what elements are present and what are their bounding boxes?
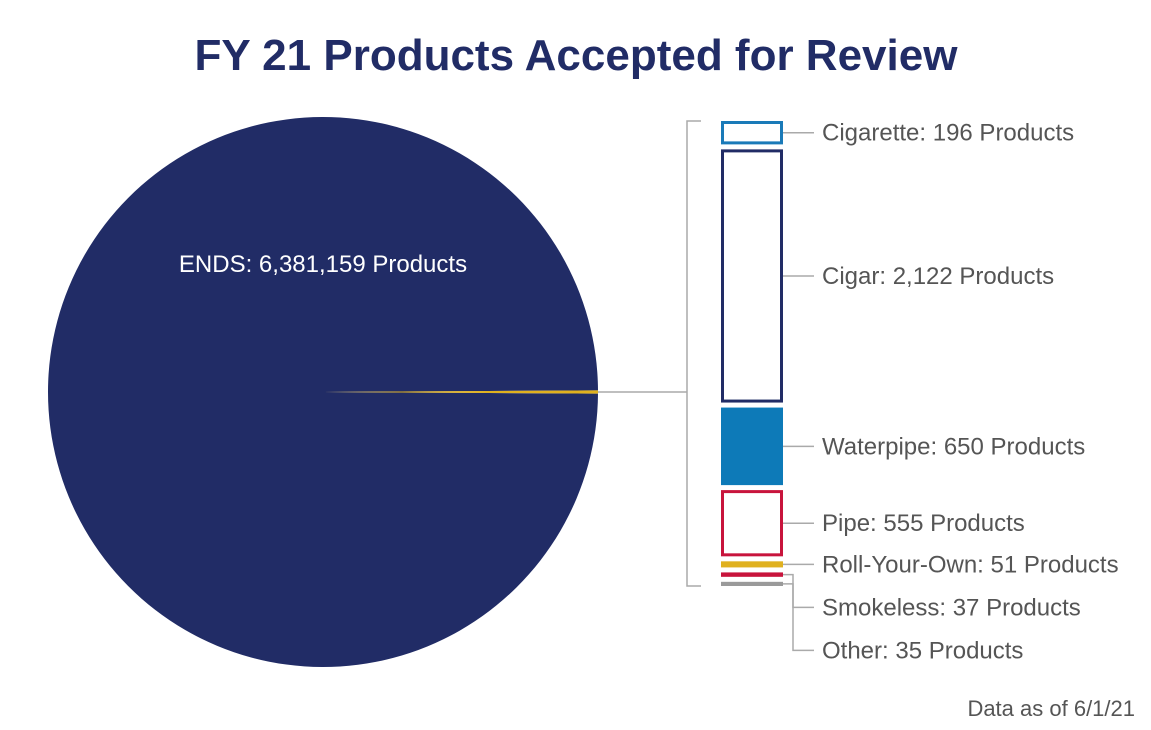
stack-segment-pipe [721,490,783,557]
breakdown-label-waterpipe: Waterpipe: 650 Products [822,433,1085,460]
leader-line-smokeless [783,573,814,609]
data-date-note: Data as of 6/1/21 [967,696,1135,721]
leader-line-other [783,583,814,652]
breakdown-label-cigarette: Cigarette: 196 Products [822,120,1074,147]
breakdown-stack [721,121,783,586]
breakdown-label-other: Other: 35 Products [822,637,1023,664]
stack-segment-other [721,581,783,586]
pie-chart: ENDS: 6,381,159 Products [47,116,598,668]
breakdown-label-cigar: Cigar: 2,122 Products [822,263,1054,290]
connector-lines [598,120,814,652]
stack-segment-smokeless [721,572,783,577]
stack-segment-cigar [721,149,783,403]
breakdown-labels: Cigarette: 196 Products Cigar: 2,122 Prod… [822,120,1119,665]
pie-slice-other-products [323,390,598,394]
stack-segment-roll-your-own [721,561,783,568]
stack-segment-waterpipe [721,407,783,486]
stack-bracket [686,120,701,587]
pie-label-ends: ENDS: 6,381,159 Products [179,251,467,278]
breakdown-label-roll-your-own: Roll-Your-Own: 51 Products [822,551,1119,578]
pie-slice-ends [47,116,598,668]
chart-title: FY 21 Products Accepted for Review [195,31,959,80]
breakdown-label-pipe: Pipe: 555 Products [822,510,1025,537]
stack-segment-cigarette [721,121,783,145]
breakdown-label-smokeless: Smokeless: 37 Products [822,594,1081,621]
